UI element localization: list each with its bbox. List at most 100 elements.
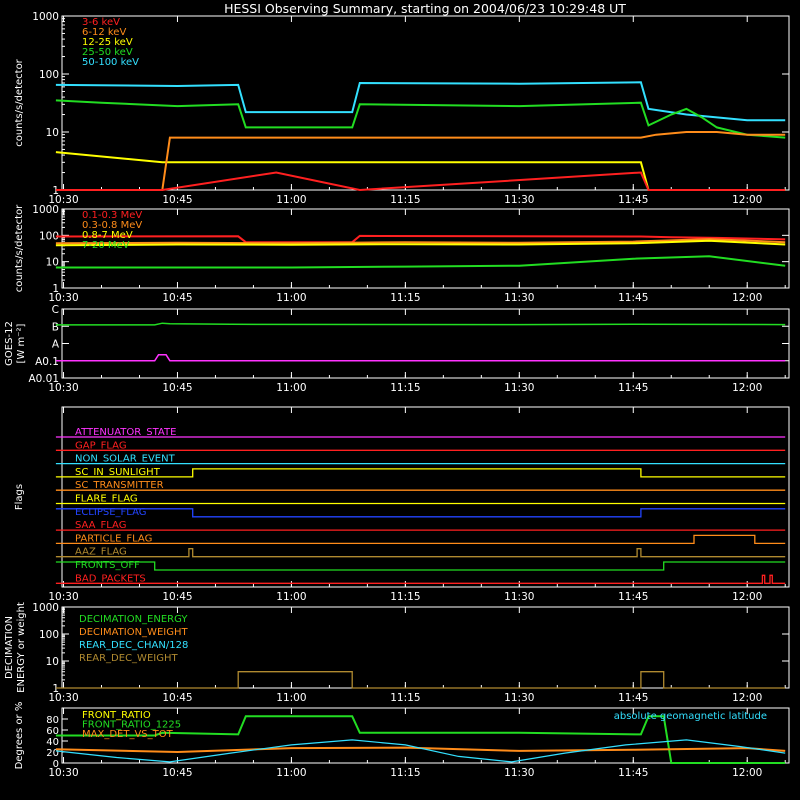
flags-frame <box>61 406 790 588</box>
flags-flag-label: PARTICLE_FLAG <box>75 533 152 544</box>
goes-ylabel-2: [W m⁻²] <box>16 323 27 363</box>
decimation-ytick-label: 100 <box>39 629 59 641</box>
lightcurves-frame <box>61 15 790 191</box>
lightcurves-ytick-label: 1000 <box>32 11 59 23</box>
decimation-xtick-label: 11:15 <box>390 692 420 704</box>
lightcurves-legend-entry: 3-6 keV <box>82 17 120 28</box>
ratios-xtick-label: 10:30 <box>48 767 78 779</box>
high-energy-series-line <box>55 255 786 269</box>
flags-xtick-label: 11:30 <box>504 591 534 603</box>
ratios-xtick-label: 11:15 <box>390 767 420 779</box>
ratios-ytick-label: 0 <box>53 759 59 770</box>
flags-flag-label: AAZ_FLAG <box>75 547 127 558</box>
goes-xtick-label: 12:00 <box>732 382 762 394</box>
ratios-legend-entry: FRONT_RATIO_1225 <box>82 720 181 731</box>
decimation-series-line <box>55 671 786 689</box>
flags-flag-label: SC_IN_SUNLIGHT <box>75 467 161 478</box>
goes-ytick-label: A0.1 <box>35 356 59 368</box>
ratios-right-label: absolute geomagnetic latitude <box>614 711 767 722</box>
flags-xtick-label: 11:00 <box>276 591 306 603</box>
goes-ytick-label: B <box>52 321 59 333</box>
flags-flag-label: FRONTS_OFF <box>75 560 140 571</box>
goes-xtick-label: 11:30 <box>504 382 534 394</box>
flags-flag-label: ATTENUATOR_STATE <box>75 427 176 438</box>
decimation-ytick-label: 1 <box>52 683 59 695</box>
high-energy-xtick-label: 10:45 <box>162 292 192 304</box>
decimation-legend-entry: DECIMATION_WEIGHT <box>79 627 188 638</box>
decimation-ylabel: DECIMATION <box>4 616 15 679</box>
lightcurves-series-line <box>55 171 786 192</box>
lightcurves-series-line <box>55 99 786 139</box>
flags-xtick-label: 11:45 <box>618 591 648 603</box>
high-energy-ytick-label: 100 <box>39 230 59 242</box>
decimation-ylabel-2: ENERGY or weight <box>16 602 27 693</box>
flags-ylabel: Flags <box>14 484 25 510</box>
high-energy-series-line <box>55 238 786 245</box>
lightcurves-series-line <box>55 81 786 122</box>
decimation-legend-entry: REAR_DEC_CHAN/128 <box>79 640 188 651</box>
lightcurves-xtick-label: 10:45 <box>162 194 192 206</box>
flags-flag-label: SAA_FLAG <box>75 520 126 531</box>
ratios-xtick-label: 10:45 <box>162 767 192 779</box>
flags-flag-label: SC_TRANSMITTER <box>75 480 164 491</box>
flags-series-line <box>55 548 786 558</box>
flags-xtick-label: 11:15 <box>390 591 420 603</box>
lightcurves-ytick-label: 100 <box>39 69 59 81</box>
ratios-legend-entry: FRONT_RATIO <box>82 710 151 721</box>
high-energy-xtick-label: 11:15 <box>390 292 420 304</box>
ratios-legend-entry: MAX_DET_VS_TOT <box>82 729 174 740</box>
high-energy-legend-entry: 0.1-0.3 MeV <box>82 210 142 221</box>
ratios-ytick-label: 80 <box>46 715 59 726</box>
ratios-ytick-label: 40 <box>46 737 59 748</box>
ratios-series-line <box>55 739 786 763</box>
ratios-xtick-label: 11:30 <box>504 767 534 779</box>
lightcurves-legend-entry: 6-12 keV <box>82 27 126 38</box>
lightcurves-xtick-label: 10:30 <box>48 194 78 206</box>
high-energy-ytick-label: 10 <box>46 257 59 269</box>
flags-series-line <box>55 468 786 478</box>
high-energy-series-line <box>55 239 786 247</box>
flags-series-line <box>55 561 786 571</box>
lightcurves-ylabel: counts/s/detector <box>14 58 25 146</box>
high-energy-xtick-label: 11:45 <box>618 292 648 304</box>
goes-ytick-label: A0.01 <box>28 373 59 385</box>
goes-xtick-label: 10:45 <box>162 382 192 394</box>
high-energy-xtick-label: 12:00 <box>732 292 762 304</box>
ratios-ytick-label: 20 <box>46 748 59 759</box>
ratios-ytick-label: 60 <box>46 726 59 737</box>
decimation-xtick-label: 12:00 <box>732 692 762 704</box>
goes-xtick-label: 10:30 <box>48 382 78 394</box>
goes-xtick-label: 11:15 <box>390 382 420 394</box>
lightcurves-ytick-label: 1 <box>52 185 59 197</box>
decimation-legend-entry: DECIMATION_ENERGY <box>79 614 188 625</box>
high-energy-xtick-label: 10:30 <box>48 292 78 304</box>
lightcurves-ytick-label: 10 <box>46 127 59 139</box>
plot-title: HESSI Observing Summary, starting on 200… <box>224 1 626 16</box>
goes-xtick-label: 11:00 <box>276 382 306 394</box>
high-energy-ylabel: counts/s/detector <box>14 204 25 292</box>
decimation-legend-entry: REAR_DEC_WEIGHT <box>79 653 178 664</box>
lightcurves-legend-entry: 12-25 keV <box>82 37 133 48</box>
lightcurves-series-line <box>55 131 786 191</box>
high-energy-legend-entry: 0.3-0.8 MeV <box>82 220 142 231</box>
flags-series-line <box>55 508 786 518</box>
flags-series-line <box>55 574 786 584</box>
decimation-xtick-label: 10:30 <box>48 692 78 704</box>
goes-ylabel: GOES-12 <box>4 321 15 366</box>
goes-series-line <box>55 354 786 362</box>
decimation-xtick-label: 11:00 <box>276 692 306 704</box>
ratios-xtick-label: 12:00 <box>732 767 762 779</box>
flags-xtick-label: 12:00 <box>732 591 762 603</box>
high-energy-ytick-label: 1000 <box>32 204 59 216</box>
high-energy-ytick-label: 1 <box>52 283 59 295</box>
flags-flag-label: BAD_PACKETS <box>75 573 146 584</box>
goes-ytick-label: C <box>52 304 59 316</box>
decimation-xtick-label: 11:45 <box>618 692 648 704</box>
decimation-xtick-label: 11:30 <box>504 692 534 704</box>
flags-flag-label: ECLIPSE_FLAG <box>75 507 146 518</box>
lightcurves-xtick-label: 11:00 <box>276 194 306 206</box>
goes-xtick-label: 11:45 <box>618 382 648 394</box>
lightcurves-xtick-label: 11:15 <box>390 194 420 206</box>
ratios-ylabel: Degrees or % <box>14 702 25 770</box>
